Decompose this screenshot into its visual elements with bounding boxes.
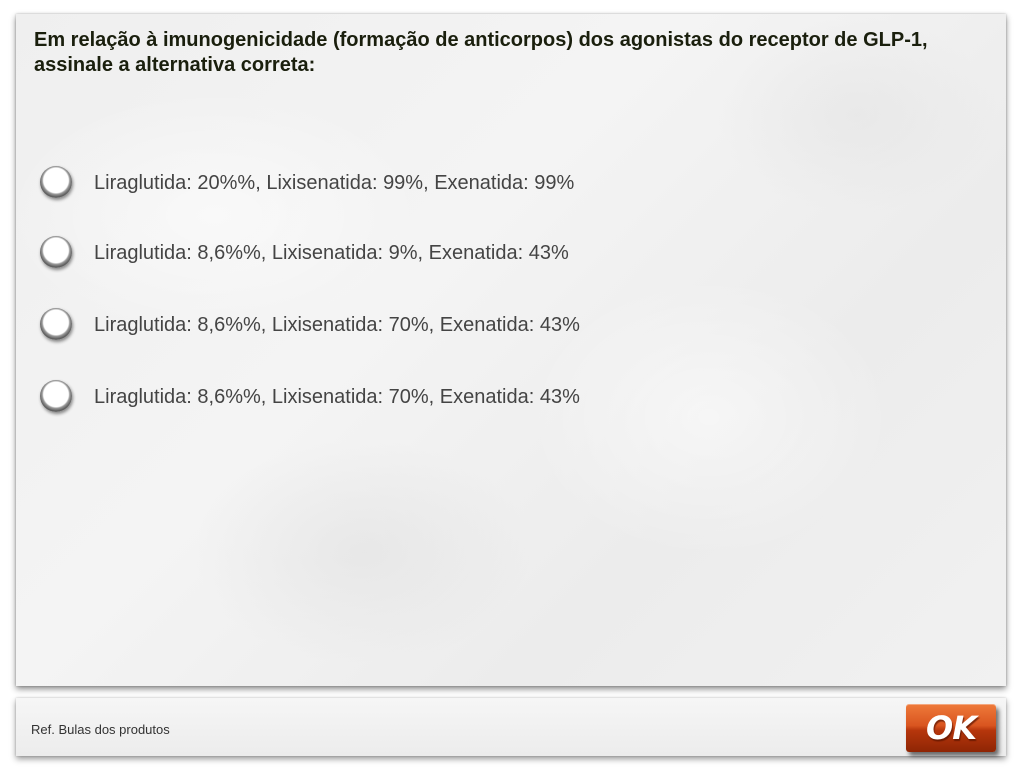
question-panel: Em relação à imunogenicidade (formação d… [16, 14, 1006, 686]
ok-button[interactable]: OK [906, 704, 996, 752]
reference-text: Ref. Bulas dos produtos [31, 722, 170, 737]
option-label: Liraglutida: 20%%, Lixisenatida: 99%, Ex… [94, 172, 575, 194]
option-label: Liraglutida: 8,6%%, Lixisenatida: 9%, Ex… [94, 242, 569, 264]
question-text: Em relação à imunogenicidade (formação d… [34, 29, 928, 76]
option-label: Liraglutida: 8,6%%, Lixisenatida: 70%, E… [94, 314, 580, 336]
option-2[interactable]: Liraglutida: 8,6%%, Lixisenatida: 9%, Ex… [40, 234, 940, 274]
radio-button-icon[interactable] [40, 308, 72, 340]
option-label: Liraglutida: 8,6%%, Lixisenatida: 70%, E… [94, 386, 580, 408]
radio-button-icon[interactable] [40, 236, 72, 268]
option-1[interactable]: Liraglutida: 20%%, Lixisenatida: 99%, Ex… [40, 164, 940, 204]
option-3[interactable]: Liraglutida: 8,6%%, Lixisenatida: 70%, E… [40, 306, 940, 346]
footer-bar: Ref. Bulas dos produtos OK [16, 698, 1006, 756]
ok-label: OK [926, 709, 977, 747]
option-4[interactable]: Liraglutida: 8,6%%, Lixisenatida: 70%, E… [40, 378, 940, 418]
radio-button-icon[interactable] [40, 166, 72, 198]
radio-button-icon[interactable] [40, 380, 72, 412]
